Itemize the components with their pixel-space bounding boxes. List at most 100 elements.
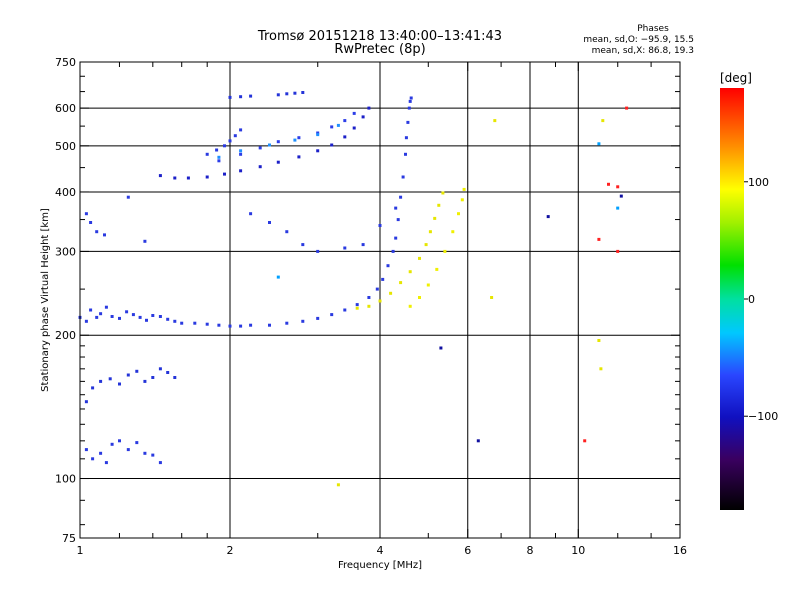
data-point xyxy=(352,126,356,130)
data-point xyxy=(249,94,253,98)
data-point xyxy=(205,322,209,326)
data-point xyxy=(285,321,289,325)
data-point xyxy=(343,246,347,250)
data-point xyxy=(476,439,480,443)
data-point xyxy=(457,212,460,216)
data-point xyxy=(91,457,95,461)
data-point xyxy=(145,318,148,322)
data-point xyxy=(330,143,334,147)
data-point xyxy=(95,230,99,234)
data-point xyxy=(597,237,601,241)
data-point xyxy=(126,448,130,452)
y-tick-label: 200 xyxy=(55,329,76,342)
data-point xyxy=(84,212,88,216)
data-point xyxy=(84,400,88,404)
data-point xyxy=(343,308,347,312)
data-point xyxy=(355,306,359,310)
data-point xyxy=(378,299,382,303)
data-point xyxy=(437,203,441,207)
data-point xyxy=(258,165,262,169)
data-point xyxy=(143,451,147,455)
data-point xyxy=(228,95,232,99)
data-point xyxy=(118,316,121,320)
data-point xyxy=(268,143,271,147)
data-point xyxy=(285,92,289,96)
data-point xyxy=(404,152,407,156)
data-point xyxy=(131,313,135,317)
data-point xyxy=(396,218,400,222)
data-point xyxy=(394,236,398,240)
data-point xyxy=(352,111,356,115)
data-point xyxy=(433,216,437,220)
data-point xyxy=(173,376,177,379)
data-point xyxy=(336,123,340,127)
data-point xyxy=(95,315,99,319)
data-point xyxy=(126,195,130,199)
data-point xyxy=(249,212,253,216)
grid-lines xyxy=(80,62,680,538)
data-point xyxy=(276,160,280,164)
data-point xyxy=(361,115,365,119)
data-point xyxy=(343,119,347,123)
data-point xyxy=(173,176,177,180)
stats-x-line: mean, sd,X: 86.8, 19.3 xyxy=(592,46,694,56)
data-point xyxy=(151,314,155,317)
data-point xyxy=(408,270,412,274)
plot-frame xyxy=(79,61,681,539)
data-point xyxy=(104,461,108,465)
data-point xyxy=(293,91,297,95)
y-tick-label: 600 xyxy=(55,102,76,115)
data-point xyxy=(91,386,95,390)
data-point xyxy=(239,128,243,132)
data-point xyxy=(103,233,106,237)
data-point xyxy=(418,256,421,260)
data-point xyxy=(268,323,271,327)
data-point xyxy=(316,131,320,135)
data-point xyxy=(276,275,280,279)
data-point xyxy=(407,106,411,110)
y-tick-label: 750 xyxy=(55,56,76,69)
data-point xyxy=(110,442,114,446)
y-tick-label: 100 xyxy=(55,473,76,486)
data-point xyxy=(408,304,412,308)
data-point xyxy=(205,175,209,179)
data-point xyxy=(110,315,114,318)
data-point xyxy=(239,324,243,328)
data-point xyxy=(330,125,334,129)
data-point xyxy=(451,230,455,234)
data-point xyxy=(404,136,408,140)
y-tick-label: 500 xyxy=(55,140,76,153)
data-point xyxy=(239,152,243,156)
data-point xyxy=(616,249,620,253)
data-point xyxy=(301,91,305,94)
data-point xyxy=(99,451,103,455)
data-point xyxy=(462,187,466,191)
data-point xyxy=(607,182,610,186)
data-point xyxy=(408,99,412,103)
x-tick-label: 4 xyxy=(377,544,384,557)
data-point xyxy=(205,152,209,156)
data-point xyxy=(158,367,162,371)
data-point xyxy=(249,323,253,327)
data-point xyxy=(424,243,428,247)
data-point xyxy=(367,296,371,299)
data-point xyxy=(158,315,162,318)
data-point xyxy=(217,155,221,159)
data-point xyxy=(336,483,340,487)
data-point xyxy=(616,206,620,210)
data-point xyxy=(84,319,88,323)
data-point xyxy=(173,319,177,323)
x-tick-label: 8 xyxy=(527,544,534,557)
x-tick-label: 2 xyxy=(227,544,234,557)
axis-ticks: 1 2 4 6 8 10 16 75 100 200 300 400 500 600 750 xyxy=(55,56,687,557)
data-point xyxy=(89,221,93,224)
data-point xyxy=(381,277,385,281)
data-point xyxy=(151,376,155,379)
data-point xyxy=(118,439,121,443)
data-point xyxy=(297,155,301,159)
data-point xyxy=(239,149,243,153)
data-point xyxy=(330,313,334,317)
y-tick-label: 75 xyxy=(62,532,76,545)
data-point xyxy=(99,312,103,316)
data-point xyxy=(316,249,320,253)
